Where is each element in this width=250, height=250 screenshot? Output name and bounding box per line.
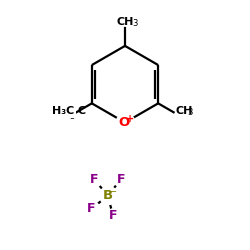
Text: 3: 3	[187, 108, 192, 117]
Text: O: O	[118, 116, 130, 129]
Text: F: F	[90, 173, 98, 186]
Text: −: −	[108, 187, 117, 197]
Text: H₃C: H₃C	[52, 106, 74, 116]
Text: F: F	[109, 209, 118, 222]
Text: CH: CH	[176, 106, 193, 116]
Text: +: +	[126, 114, 134, 124]
Text: CH: CH	[116, 17, 134, 27]
Text: H: H	[66, 106, 75, 116]
Text: F: F	[87, 202, 96, 215]
Text: 3: 3	[132, 19, 137, 28]
Text: 3: 3	[70, 112, 75, 121]
Text: F: F	[117, 173, 126, 186]
Text: C: C	[77, 106, 85, 116]
Text: B: B	[103, 189, 113, 202]
